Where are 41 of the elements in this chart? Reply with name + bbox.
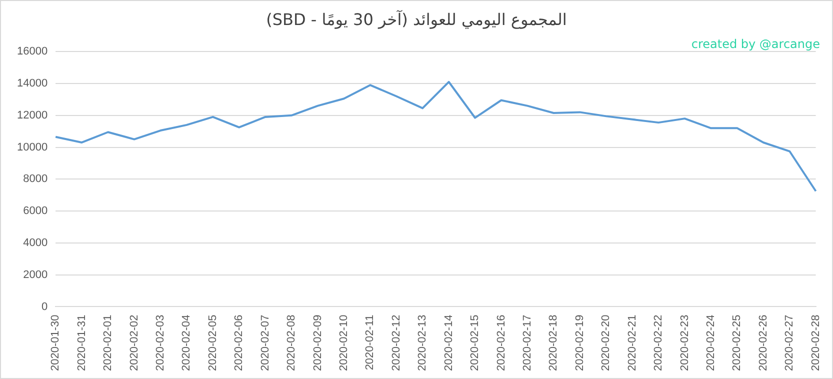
x-tick-label: 2020-02-08 xyxy=(286,314,298,372)
x-tick-label: 2020-02-15 xyxy=(469,314,482,372)
x-tick-label: 2020-02-06 xyxy=(233,314,246,372)
x-tick-label: 2020-02-21 xyxy=(626,314,638,372)
y-tick-label: 6000 xyxy=(23,205,48,218)
x-tick-label: 2020-02-12 xyxy=(390,314,402,372)
x-tick-label: 2020-01-31 xyxy=(76,314,88,372)
x-tick-label: 2020-02-28 xyxy=(810,314,822,372)
x-tick-label: 2020-02-24 xyxy=(704,314,717,372)
x-tick-label: 2020-02-23 xyxy=(678,314,691,372)
x-tick-label: 2020-02-10 xyxy=(338,314,350,372)
x-tick-label: 2020-02-14 xyxy=(442,314,455,372)
x-tick-label: 2020-02-03 xyxy=(154,314,166,372)
y-tick-label: 10000 xyxy=(16,141,48,154)
x-tick-label: 2020-02-18 xyxy=(548,314,560,372)
text: created by @arcange xyxy=(691,37,820,52)
x-tick-label: 2020-02-13 xyxy=(416,314,429,372)
x-tick-label: 2020-02-05 xyxy=(206,314,219,372)
x-tick-label: 2020-02-26 xyxy=(757,314,770,372)
y-tick-label: 2000 xyxy=(23,268,48,281)
x-tick-label: 2020-02-19 xyxy=(574,314,586,372)
x-tick-label: 2020-02-07 xyxy=(259,314,272,372)
y-tick-label: 16000 xyxy=(16,46,48,58)
y-tick-label: 14000 xyxy=(16,78,48,90)
x-tick-label: 2020-02-01 xyxy=(102,314,114,372)
x-tick-label: 2020-02-09 xyxy=(312,314,324,372)
y-tick-label: 12000 xyxy=(16,109,48,122)
x-tick-label: 2020-02-17 xyxy=(521,314,534,372)
x-tick-label: 2020-02-25 xyxy=(731,314,744,372)
x-tick-label: 2020-02-02 xyxy=(128,314,140,372)
x-tick-label: 2020-01-30 xyxy=(50,314,62,372)
x-tick-label: 2020-02-16 xyxy=(495,314,508,372)
x-tick-label: 2020-02-11 xyxy=(364,314,376,370)
y-tick-label: 8000 xyxy=(23,173,48,186)
x-tick-label: 2020-02-20 xyxy=(600,314,612,372)
y-tick-label: 0 xyxy=(41,300,48,313)
x-tick-label: 2020-02-27 xyxy=(784,314,796,372)
y-tick-label: 4000 xyxy=(23,236,48,249)
x-tick-label: 2020-02-22 xyxy=(652,314,665,372)
x-tick-label: 2020-02-04 xyxy=(180,314,193,372)
chart-title: المجموع اليومي للعوائد (آخر 30 يومًا - SBD) xyxy=(265,9,568,31)
